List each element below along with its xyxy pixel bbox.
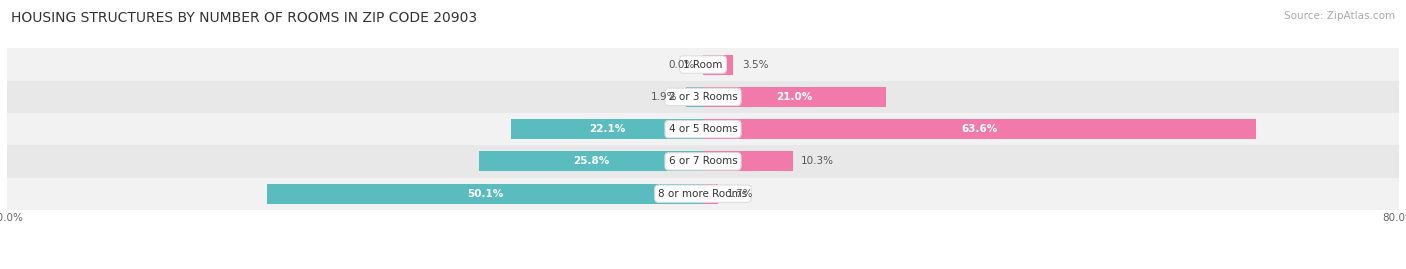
Bar xyxy=(7,145,1399,178)
Bar xyxy=(703,184,718,204)
Text: 8 or more Rooms: 8 or more Rooms xyxy=(658,189,748,199)
Bar xyxy=(703,87,886,107)
Text: 10.3%: 10.3% xyxy=(801,156,834,167)
Text: 4 or 5 Rooms: 4 or 5 Rooms xyxy=(669,124,737,134)
Bar xyxy=(7,178,1399,210)
Bar xyxy=(703,151,793,171)
Text: 0.0%: 0.0% xyxy=(668,59,695,70)
Text: HOUSING STRUCTURES BY NUMBER OF ROOMS IN ZIP CODE 20903: HOUSING STRUCTURES BY NUMBER OF ROOMS IN… xyxy=(11,11,478,25)
Text: 50.1%: 50.1% xyxy=(467,189,503,199)
Bar xyxy=(7,48,1399,81)
Text: 2 or 3 Rooms: 2 or 3 Rooms xyxy=(669,92,737,102)
Text: 22.1%: 22.1% xyxy=(589,124,626,134)
Bar xyxy=(686,87,703,107)
Text: Source: ZipAtlas.com: Source: ZipAtlas.com xyxy=(1284,11,1395,21)
Text: 1.9%: 1.9% xyxy=(651,92,678,102)
Bar xyxy=(478,151,703,171)
Text: 6 or 7 Rooms: 6 or 7 Rooms xyxy=(669,156,737,167)
Bar xyxy=(267,184,703,204)
Text: 21.0%: 21.0% xyxy=(776,92,813,102)
Text: 1.7%: 1.7% xyxy=(727,189,754,199)
Bar xyxy=(703,119,1257,139)
Bar xyxy=(510,119,703,139)
Text: 25.8%: 25.8% xyxy=(572,156,609,167)
Bar xyxy=(7,81,1399,113)
Text: 3.5%: 3.5% xyxy=(742,59,769,70)
Bar xyxy=(703,55,734,75)
Text: 1 Room: 1 Room xyxy=(683,59,723,70)
Bar xyxy=(7,113,1399,145)
Text: 63.6%: 63.6% xyxy=(962,124,998,134)
